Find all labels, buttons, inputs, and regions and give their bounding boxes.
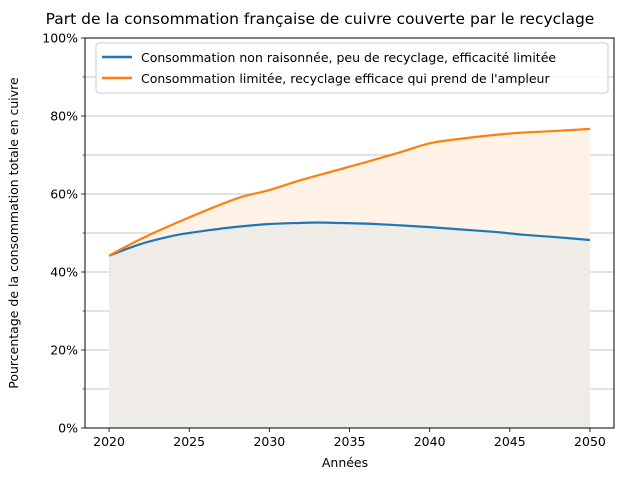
y-tick-label: 0%: [58, 421, 78, 436]
y-tick-label: 20%: [50, 343, 78, 358]
x-tick-label: 2050: [574, 434, 606, 449]
series-2-line: [108, 127, 591, 257]
axis-ticks: 2020 2025 2030 2035 2040 2045 2050 0% 20% 40% 60% 8…: [42, 31, 606, 450]
x-tick-label: 2035: [334, 434, 366, 449]
x-tick-label: 2020: [93, 434, 125, 449]
series-lines: [108, 127, 591, 257]
x-axis-label: Années: [322, 455, 368, 470]
x-tick-label: 2045: [494, 434, 526, 449]
y-tick-label: 40%: [50, 265, 78, 280]
legend-box: [95, 42, 609, 94]
y-tick-label: 80%: [50, 109, 78, 124]
series-1-area: [109, 222, 590, 428]
series-fills: [109, 128, 590, 428]
x-tick-label: 2040: [414, 434, 446, 449]
legend: Consommation non raisonnée, peu de recyc…: [95, 42, 609, 94]
series-1-line: [108, 221, 591, 257]
y-axis-label: Pourcentage de la consommation totale en…: [6, 77, 21, 389]
legend-label-series-2: Consommation limitée, recyclage efficace…: [141, 71, 550, 86]
y-tick-label: 60%: [50, 187, 78, 202]
legend-label-series-1: Consommation non raisonnée, peu de recyc…: [141, 50, 556, 65]
x-tick-label: 2025: [173, 434, 205, 449]
chart-title: Part de la consommation française de cui…: [46, 10, 595, 28]
y-tick-label: 100%: [42, 31, 78, 46]
x-tick-label: 2030: [253, 434, 285, 449]
